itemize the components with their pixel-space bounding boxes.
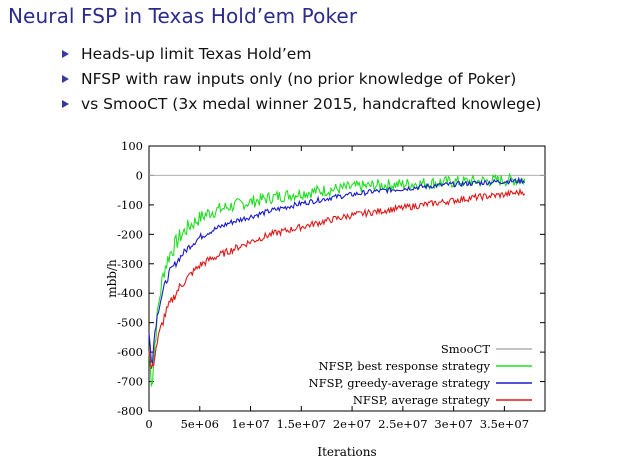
- y-tick-label: -700: [117, 375, 143, 389]
- triangle-bullet-icon: [62, 100, 69, 108]
- x-tick-label: 0: [145, 417, 152, 431]
- y-axis-title: mbb/h: [105, 259, 119, 298]
- y-tick-label: -600: [117, 345, 143, 359]
- series-line-4: [148, 187, 526, 369]
- plot-frame: [148, 145, 546, 412]
- legend-label: NFSP, greedy-average strategy: [309, 376, 491, 390]
- y-tick-label: -200: [117, 227, 143, 241]
- bullet-item: NFSP with raw inputs only (no prior know…: [62, 67, 541, 92]
- slide-title: Neural FSP in Texas Hold’em Poker: [8, 4, 358, 28]
- legend-label: NFSP, best response strategy: [319, 359, 491, 373]
- x-tick-label: 3e+07: [434, 417, 472, 431]
- y-tick-label: -500: [117, 316, 143, 330]
- triangle-bullet-icon: [62, 50, 69, 58]
- y-tick-label: 100: [121, 139, 143, 153]
- y-tick-label: -300: [117, 257, 143, 271]
- bullet-item: Heads-up limit Texas Hold’em: [62, 42, 541, 67]
- y-tick-label: -100: [117, 198, 143, 212]
- x-tick-label: 5e+06: [181, 417, 219, 431]
- x-tick-label: 3.5e+07: [480, 417, 529, 431]
- legend-label: SmooCT: [441, 342, 490, 356]
- series-line-3: [148, 176, 526, 365]
- x-tick-label: 2e+07: [333, 417, 371, 431]
- bullet-list: Heads-up limit Texas Hold’em NFSP with r…: [62, 42, 541, 117]
- x-tick-label: 2.5e+07: [378, 417, 427, 431]
- bullet-text: vs SmooCT (3x medal winner 2015, handcra…: [81, 95, 542, 113]
- x-tick-label: 1e+07: [231, 417, 269, 431]
- bullet-text: NFSP with raw inputs only (no prior know…: [81, 70, 517, 88]
- x-tick-label: 1.5e+07: [277, 417, 326, 431]
- y-tick-label: -400: [117, 286, 143, 300]
- bullet-text: Heads-up limit Texas Hold’em: [81, 45, 312, 63]
- y-tick-label: -800: [117, 404, 143, 418]
- x-axis-title: Iterations: [317, 445, 376, 459]
- bullet-item: vs SmooCT (3x medal winner 2015, handcra…: [62, 92, 541, 117]
- triangle-bullet-icon: [62, 75, 69, 83]
- legend-label: NFSP, average strategy: [353, 393, 491, 407]
- y-tick-label: 0: [136, 168, 143, 182]
